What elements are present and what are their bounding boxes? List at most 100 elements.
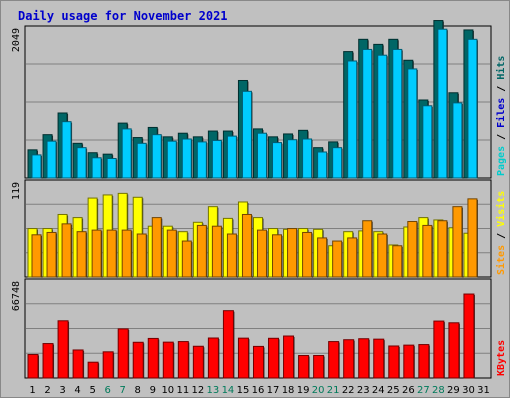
day-label: 29 (447, 385, 460, 396)
legend-entry: / (496, 134, 507, 146)
bar-files-day-24 (377, 54, 388, 179)
day-label: 16 (252, 385, 265, 396)
bar-kbytes-day-12 (192, 345, 204, 379)
bar-kbytes-day-20 (313, 355, 325, 379)
day-label: 1 (29, 385, 35, 396)
bar-files-day-8 (136, 142, 147, 179)
bar-sites-day-14 (226, 233, 237, 278)
bar-files-day-11 (181, 138, 192, 179)
max-label-bot: 66748 (11, 281, 22, 311)
bar-sites-day-12 (196, 224, 207, 278)
bar-kbytes-day-6 (102, 351, 114, 379)
day-label: 20 (312, 385, 325, 396)
bar-kbytes-day-16 (252, 345, 264, 379)
day-label: 31 (477, 385, 490, 396)
bar-kbytes-day-22 (343, 339, 355, 379)
bar-kbytes-day-19 (298, 355, 310, 379)
bar-sites-day-5 (91, 229, 102, 278)
bar-kbytes-day-24 (373, 338, 385, 379)
bar-files-day-6 (106, 157, 117, 179)
bar-kbytes-day-10 (162, 341, 174, 379)
day-label: 5 (89, 385, 95, 396)
bar-kbytes-day-1 (27, 354, 39, 379)
bar-files-day-28 (437, 28, 448, 179)
bar-kbytes-day-21 (328, 341, 340, 379)
bar-sites-day-25 (392, 245, 403, 278)
bar-sites-day-23 (362, 220, 373, 278)
bar-kbytes-day-30 (463, 293, 475, 379)
day-label: 2 (44, 385, 50, 396)
bar-sites-day-27 (422, 224, 433, 278)
day-label: 25 (387, 385, 400, 396)
day-label: 7 (120, 385, 126, 396)
bar-kbytes-day-9 (147, 337, 159, 379)
bar-files-day-9 (151, 134, 162, 179)
day-label: 9 (150, 385, 156, 396)
bar-files-day-2 (46, 140, 57, 179)
bar-sites-day-18 (287, 228, 298, 278)
bar-files-day-3 (61, 121, 72, 179)
chart-title: Daily usage for November 2021 (18, 9, 228, 23)
day-label: 17 (267, 385, 280, 396)
day-label: 6 (104, 385, 110, 396)
bar-sites-day-9 (151, 217, 162, 278)
bar-sites-day-6 (106, 229, 117, 278)
day-label: 15 (237, 385, 250, 396)
bar-sites-day-1 (31, 234, 42, 278)
day-label: 19 (297, 385, 310, 396)
day-label: 27 (417, 385, 430, 396)
bar-sites-day-17 (272, 234, 283, 278)
bar-kbytes-day-17 (268, 337, 280, 379)
bar-sites-day-19 (302, 231, 313, 278)
bar-kbytes-day-2 (42, 343, 54, 379)
bar-files-day-10 (166, 140, 177, 179)
bar-files-day-15 (241, 90, 252, 179)
bar-kbytes-day-29 (448, 322, 460, 379)
bar-files-day-5 (91, 157, 102, 179)
bar-files-day-29 (452, 102, 463, 179)
day-label: 22 (342, 385, 355, 396)
day-label: 12 (192, 385, 205, 396)
bar-kbytes-day-4 (72, 349, 84, 379)
bar-kbytes-day-13 (207, 337, 219, 379)
bar-kbytes-day-3 (57, 320, 69, 379)
bar-files-day-14 (226, 135, 237, 179)
bar-sites-day-8 (136, 233, 147, 278)
bar-sites-day-24 (377, 233, 388, 278)
bar-kbytes-day-15 (237, 337, 249, 379)
day-label: 3 (59, 385, 65, 396)
day-label: 10 (161, 385, 174, 396)
bar-files-day-20 (317, 151, 328, 179)
day-label: 13 (207, 385, 220, 396)
bar-kbytes-day-18 (283, 335, 295, 379)
legend-bot: KBytes (496, 340, 507, 376)
legend-entry: Hits (495, 56, 507, 86)
bar-kbytes-day-27 (418, 344, 430, 379)
bar-sites-day-28 (437, 220, 448, 278)
bar-sites-day-2 (46, 231, 57, 278)
bar-kbytes-day-7 (117, 328, 129, 379)
bar-sites-day-22 (347, 237, 358, 278)
bar-sites-day-10 (166, 229, 177, 278)
day-label: 18 (282, 385, 295, 396)
bar-sites-day-20 (317, 237, 328, 278)
legend-top: Pages / Files / Hits (495, 56, 507, 176)
max-label-mid: 119 (11, 182, 22, 200)
bar-sites-day-7 (121, 229, 132, 278)
bar-sites-day-3 (61, 223, 72, 278)
bar-sites-day-30 (467, 198, 478, 278)
legend-entry: Visits (495, 191, 507, 233)
bar-kbytes-day-14 (222, 310, 234, 379)
bar-files-day-26 (407, 68, 418, 179)
legend-entry: Sites (495, 245, 507, 275)
bar-kbytes-day-26 (403, 344, 415, 379)
max-label-top: 2049 (11, 28, 22, 52)
day-label: 4 (74, 385, 80, 396)
bar-files-day-4 (76, 147, 87, 179)
day-label: 8 (135, 385, 141, 396)
bar-kbytes-day-8 (132, 341, 144, 379)
legend-entry: / (496, 86, 507, 98)
bar-files-day-12 (196, 141, 207, 179)
bar-files-day-16 (256, 132, 267, 179)
